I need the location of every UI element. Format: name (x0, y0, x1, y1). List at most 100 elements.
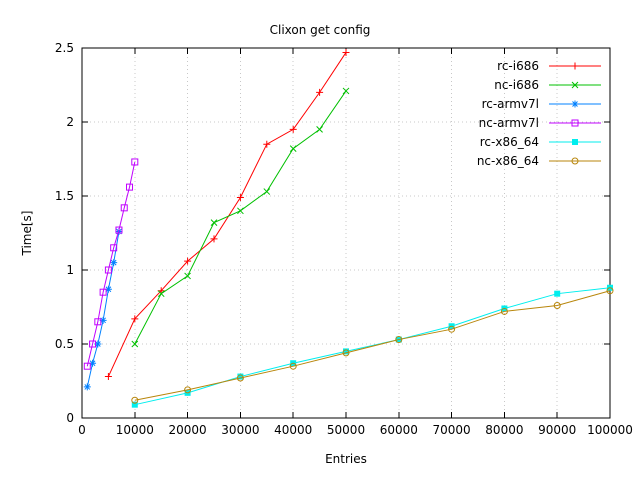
marker-cross (263, 188, 271, 195)
marker-circle-open (553, 302, 561, 310)
legend-label: nc-i686 (494, 77, 539, 92)
series-nc-x86_64 (131, 287, 614, 404)
marker-cross (157, 290, 165, 298)
series-rc-armv7l (83, 228, 123, 391)
marker-square-open (89, 340, 97, 348)
marker-circle-open (131, 396, 139, 404)
legend-item-nc-x86_64: nc-x86_64 (477, 151, 603, 170)
y-tick-label: 1 (66, 263, 74, 277)
marker-plus (104, 373, 112, 381)
series-nc-armv7l (83, 158, 139, 370)
marker-asterisk (84, 384, 91, 390)
marker-square-filled (131, 401, 138, 408)
marker-circle-open (500, 307, 508, 315)
marker-cross (571, 81, 579, 88)
marker-square-open (571, 119, 579, 126)
marker-plus (131, 315, 139, 323)
legend-item-nc-i686: nc-i686 (477, 75, 603, 94)
series-rc-x86_64-line (134, 287, 611, 406)
marker-plus (289, 125, 297, 133)
legend-sample-rc-armv7l (549, 100, 601, 107)
marker-cross (131, 340, 139, 348)
x-tick-label: 60000 (380, 423, 418, 437)
legend-sample-rc-i686 (549, 62, 601, 69)
legend-item-nc-armv7l: nc-armv7l (477, 113, 603, 132)
y-tick-label: 1.5 (55, 189, 74, 203)
marker-circle-open (342, 349, 350, 357)
marker-circle-open (184, 386, 192, 394)
marker-square-filled (343, 348, 349, 355)
marker-plus (263, 140, 271, 148)
marker-square-filled (554, 290, 561, 297)
y-tick-label: 0 (66, 411, 74, 425)
series-nc-i686-markers (131, 87, 350, 348)
marker-asterisk (100, 317, 106, 324)
x-tick-label: 0 (78, 423, 86, 437)
y-tick-label: 0.5 (55, 337, 74, 351)
marker-square-open (104, 266, 112, 274)
marker-square-open (126, 183, 134, 191)
x-tick-label: 70000 (433, 423, 471, 437)
marker-plus (184, 257, 192, 265)
marker-circle-open (395, 336, 403, 344)
legend-sample-nc-i686 (549, 81, 601, 88)
marker-circle-open (289, 362, 297, 370)
legend: rc-i686 nc-i686 rc-armv7l nc-armv7l rc-x86_6… (477, 56, 603, 170)
legend-label: nc-armv7l (478, 115, 539, 130)
series-nc-armv7l-line (86, 161, 136, 367)
series-nc-armv7l-markers (83, 158, 139, 370)
x-tick-label: 80000 (485, 423, 523, 437)
y-tick-labels: 0 0.5 1 1.5 2 2.5 (55, 41, 74, 425)
x-tick-label: 20000 (169, 423, 207, 437)
chart-title: Clixon get config (269, 23, 371, 37)
x-tick-label: 90000 (538, 423, 576, 437)
y-axis-label: Time[s] (20, 210, 34, 256)
series-rc-armv7l-markers (83, 228, 123, 391)
marker-circle-open (606, 287, 614, 295)
marker-plus (210, 235, 218, 243)
legend-label: nc-x86_64 (476, 153, 539, 168)
legend-item-rc-x86_64: rc-x86_64 (477, 132, 603, 151)
marker-cross (210, 219, 218, 226)
marker-plus (571, 62, 579, 69)
marker-cross (237, 207, 244, 215)
marker-circle-open (448, 325, 456, 333)
marker-square-open (110, 244, 118, 252)
marker-circle-open (571, 157, 579, 164)
legend-sample-nc-armv7l (549, 119, 601, 126)
x-tick-label: 100000 (587, 423, 633, 437)
marker-square-open (99, 288, 107, 296)
y-tick-label: 2.5 (55, 41, 74, 55)
marker-plus (342, 48, 350, 56)
marker-cross (342, 87, 350, 95)
marker-asterisk (572, 100, 578, 107)
legend-label: rc-x86_64 (479, 134, 539, 149)
x-axis-label: Entries (325, 452, 367, 466)
legend-sample-nc-x86_64 (549, 157, 601, 164)
y-tick-label: 2 (66, 115, 74, 129)
marker-cross (184, 272, 191, 280)
marker-cross (289, 145, 297, 152)
marker-plus (236, 193, 244, 201)
marker-square-open (120, 204, 128, 212)
x-tick-label: 50000 (327, 423, 365, 437)
marker-square-open (94, 318, 102, 326)
legend-item-rc-armv7l: rc-armv7l (477, 94, 603, 113)
legend-label: rc-i686 (497, 58, 539, 73)
marker-square-open (131, 158, 139, 166)
marker-square-open (83, 362, 91, 370)
legend-sample-rc-x86_64 (549, 138, 601, 145)
x-tick-labels: 0 10000 20000 30000 40000 50000 60000 70000 8000… (78, 423, 633, 437)
axis-ticks (81, 47, 611, 419)
marker-asterisk (94, 341, 101, 347)
series-nc-x86_64-line (134, 290, 611, 401)
x-tick-label: 30000 (221, 423, 259, 437)
series-rc-i686-line (107, 52, 347, 377)
marker-cross (316, 126, 323, 133)
marker-square-open (115, 226, 123, 234)
marker-circle-open (236, 374, 244, 382)
marker-asterisk (105, 286, 112, 293)
marker-asterisk (110, 259, 117, 266)
